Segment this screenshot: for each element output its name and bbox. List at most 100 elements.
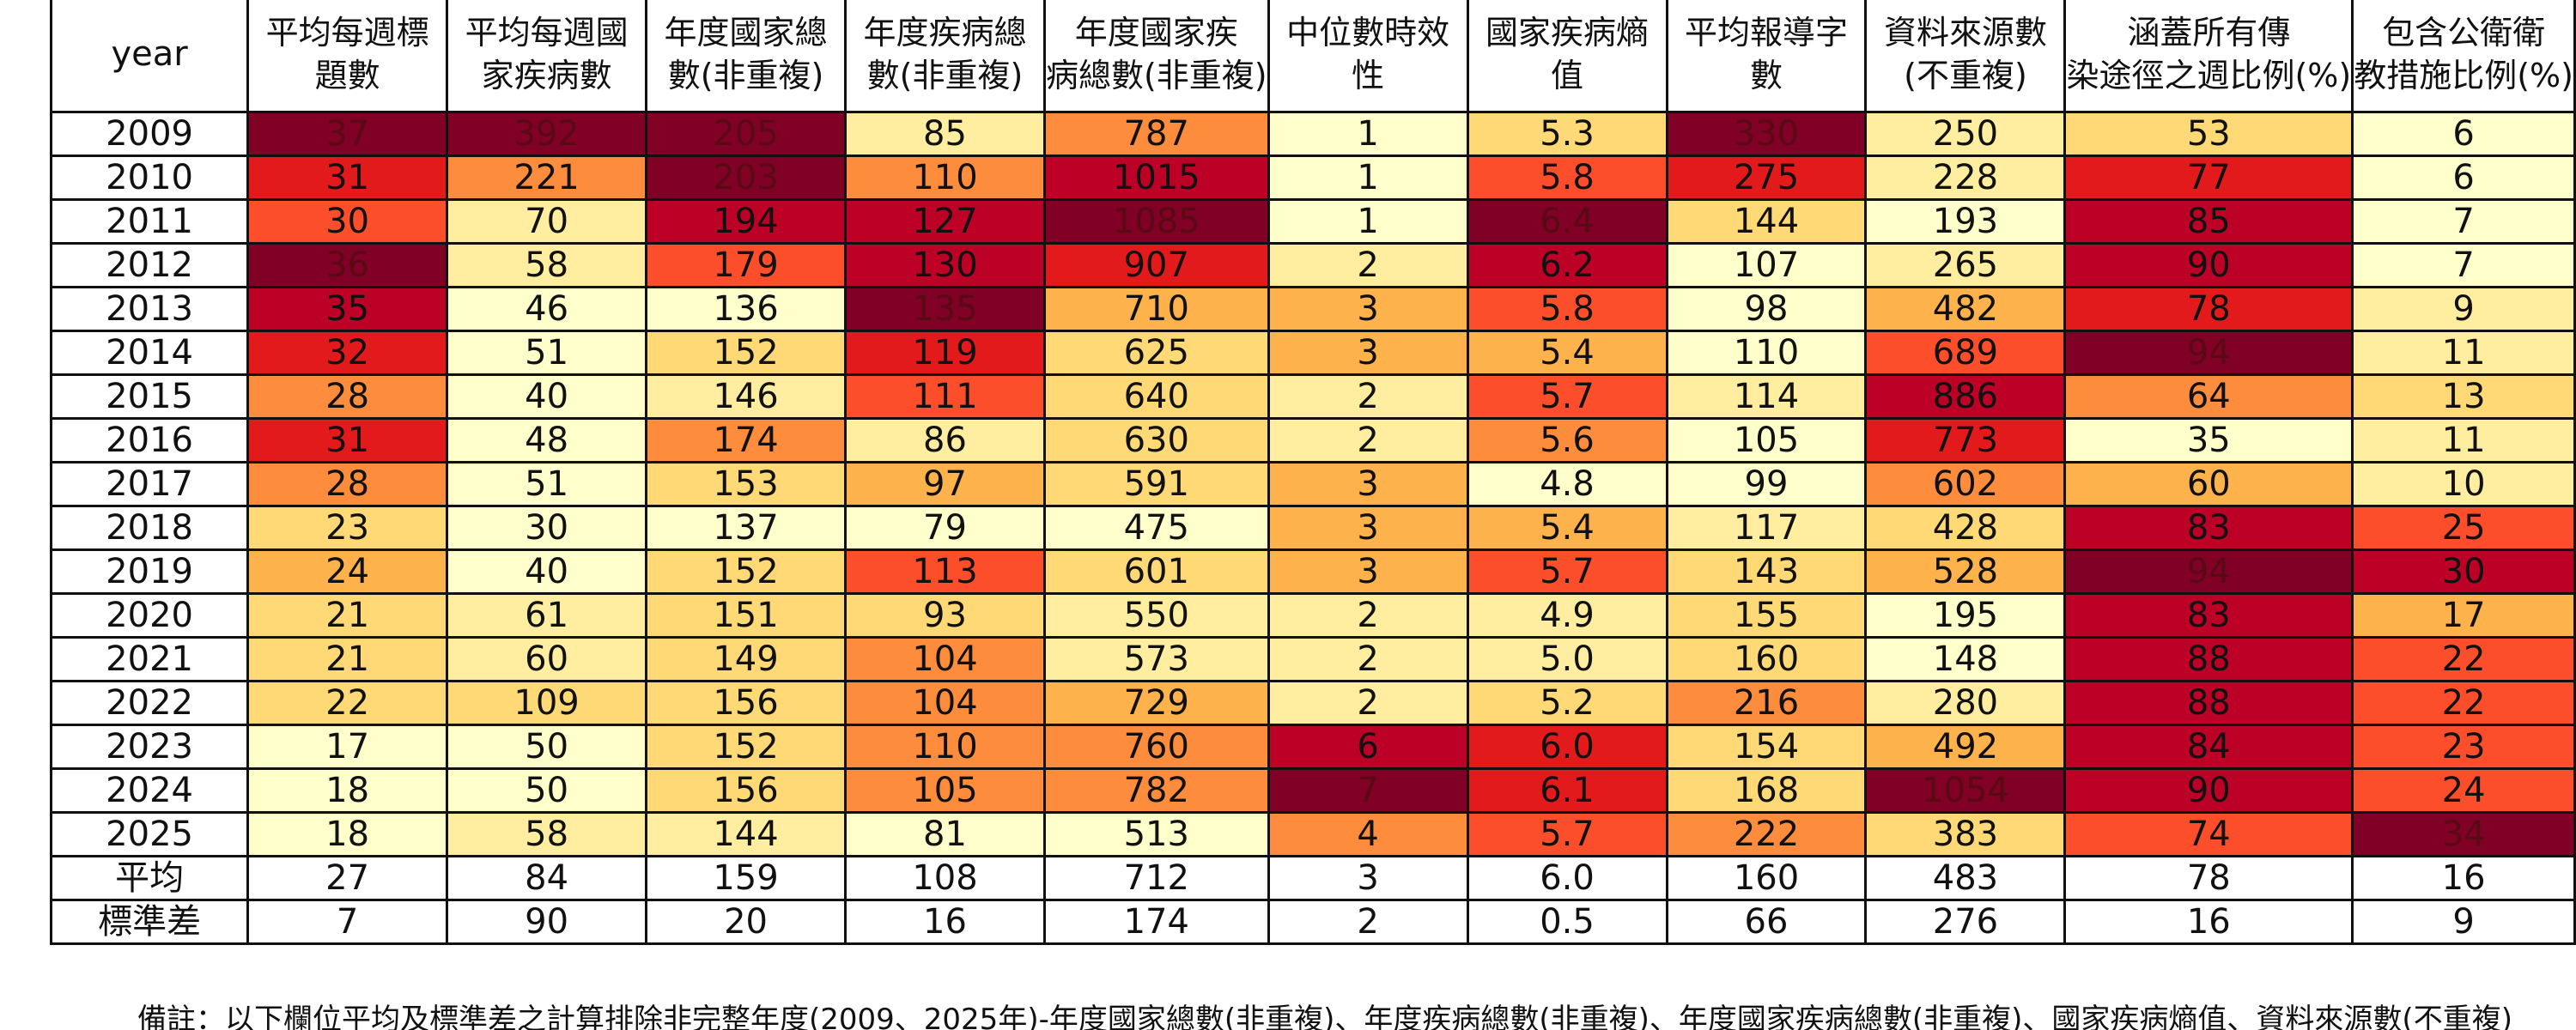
heat-cell: 265 (1864, 242, 2067, 288)
heat-cell: 1 (1267, 154, 1469, 201)
heat-cell: 24 (2351, 767, 2576, 814)
heat-cell: 104 (844, 636, 1046, 682)
heat-cell: 79 (844, 505, 1046, 551)
heat-cell: 550 (1042, 592, 1270, 639)
column-header: 包含公衛衛 教措施比例(%) (2351, 0, 2576, 113)
heat-cell: 110 (844, 154, 1046, 201)
heat-cell: 3 (1267, 286, 1469, 332)
year-label: 2012 (49, 242, 250, 288)
heat-cell: 28 (246, 373, 449, 420)
heat-cell: 383 (1864, 811, 2067, 857)
heat-cell: 6 (1267, 724, 1469, 770)
heat-cell: 127 (844, 198, 1046, 245)
heat-cell: 30 (2351, 548, 2576, 595)
heat-cell: 2 (1267, 592, 1469, 639)
heat-cell: 179 (645, 242, 848, 288)
summary-cell: 3 (1267, 855, 1469, 901)
heat-cell: 85 (2063, 198, 2354, 245)
heat-cell: 114 (1665, 373, 1868, 420)
heat-cell: 90 (2063, 767, 2354, 814)
heat-cell: 5.7 (1466, 811, 1668, 857)
heat-cell: 111 (844, 373, 1046, 420)
heat-cell: 152 (645, 330, 848, 376)
heat-cell: 6 (2351, 111, 2576, 157)
column-header-line: 數(非重複) (667, 57, 824, 94)
year-label: 2015 (49, 373, 250, 420)
heat-cell: 86 (844, 417, 1046, 464)
summary-cell: 483 (1864, 855, 2067, 901)
heat-cell: 23 (2351, 724, 2576, 770)
column-header: 平均報導字數 (1665, 0, 1868, 113)
column-header: 國家疾病熵值 (1466, 0, 1668, 113)
heat-cell: 58 (446, 811, 648, 857)
summary-cell: 2 (1267, 899, 1469, 945)
year-row: 2021 21 60 149 104 573 2 5.0 160 148 88 22 (49, 636, 2576, 682)
heat-cell: 110 (844, 724, 1046, 770)
heat-cell: 83 (2063, 505, 2354, 551)
heat-cell: 36 (246, 242, 449, 288)
summary-cell: 90 (446, 899, 648, 945)
year-label: 2022 (49, 680, 250, 726)
heat-cell: 107 (1665, 242, 1868, 288)
year-row: 2024 18 50 156 105 782 7 6.1 168 1054 90 24 (49, 767, 2576, 814)
heat-cell: 528 (1864, 548, 2067, 595)
year-row: 2016 31 48 174 86 630 2 5.6 105 773 35 11 (49, 417, 2576, 464)
heat-cell: 94 (2063, 548, 2354, 595)
heat-cell: 60 (446, 636, 648, 682)
column-header-line: 資料來源數 (1883, 14, 2047, 52)
heat-cell: 22 (2351, 636, 2576, 682)
heatmap-table: year 平均每週標 題數 平均每週國 家疾病數 年度國家總 數(非重複) 年度疾病總 數(非… (49, 0, 2576, 945)
heat-cell: 83 (2063, 592, 2354, 639)
heat-cell: 156 (645, 680, 848, 726)
heat-cell: 886 (1864, 373, 2067, 420)
heat-cell: 3 (1267, 330, 1469, 376)
heat-cell: 3 (1267, 461, 1469, 507)
heat-cell: 119 (844, 330, 1046, 376)
heat-cell: 601 (1042, 548, 1270, 595)
heat-cell: 513 (1042, 811, 1270, 857)
heat-cell: 5.2 (1466, 680, 1668, 726)
heat-cell: 53 (2063, 111, 2354, 157)
column-header-line: 數 (1750, 57, 1783, 94)
summary-row: 標準差 7 90 20 16 174 2 0.5 66 276 16 9 (49, 899, 2576, 945)
heat-cell: 105 (844, 767, 1046, 814)
heat-cell: 2 (1267, 373, 1469, 420)
heat-cell: 35 (2063, 417, 2354, 464)
heat-cell: 50 (446, 767, 648, 814)
heat-cell: 130 (844, 242, 1046, 288)
heat-cell: 729 (1042, 680, 1270, 726)
column-header-line: 涵蓋所有傳 (2127, 14, 2291, 52)
heat-cell: 90 (2063, 242, 2354, 288)
column-header: 年度國家總 數(非重複) (645, 0, 848, 113)
heat-cell: 156 (645, 767, 848, 814)
column-header-line: 家疾病數 (481, 57, 612, 94)
column-header-line: 年度國家疾 (1074, 14, 1238, 52)
heat-cell: 5.4 (1466, 505, 1668, 551)
year-label: 2011 (49, 198, 250, 245)
year-row: 2019 24 40 152 113 601 3 5.7 143 528 94 30 (49, 548, 2576, 595)
year-row: 2009 37 392 205 85 787 1 5.3 330 250 53 6 (49, 111, 2576, 157)
summary-row: 平均 27 84 159 108 712 3 6.0 160 483 78 16 (49, 855, 2576, 901)
column-header-line: 染途徑之週比例(%) (2066, 57, 2352, 94)
heat-cell: 117 (1665, 505, 1868, 551)
heat-cell: 7 (1267, 767, 1469, 814)
heat-cell: 104 (844, 680, 1046, 726)
heat-cell: 146 (645, 373, 848, 420)
heat-cell: 250 (1864, 111, 2067, 157)
heat-cell: 9 (2351, 286, 2576, 332)
heat-cell: 51 (446, 461, 648, 507)
heat-cell: 84 (2063, 724, 2354, 770)
column-header-line: 題數 (314, 57, 380, 94)
heat-cell: 4.8 (1466, 461, 1668, 507)
heat-cell: 216 (1665, 680, 1868, 726)
year-label: 2020 (49, 592, 250, 639)
heat-cell: 2 (1267, 242, 1469, 288)
heat-cell: 70 (446, 198, 648, 245)
heat-cell: 21 (246, 592, 449, 639)
heat-cell: 74 (2063, 811, 2354, 857)
heat-cell: 221 (446, 154, 648, 201)
heat-cell: 98 (1665, 286, 1868, 332)
heat-cell: 5.3 (1466, 111, 1668, 157)
heat-cell: 24 (246, 548, 449, 595)
heat-cell: 13 (2351, 373, 2576, 420)
